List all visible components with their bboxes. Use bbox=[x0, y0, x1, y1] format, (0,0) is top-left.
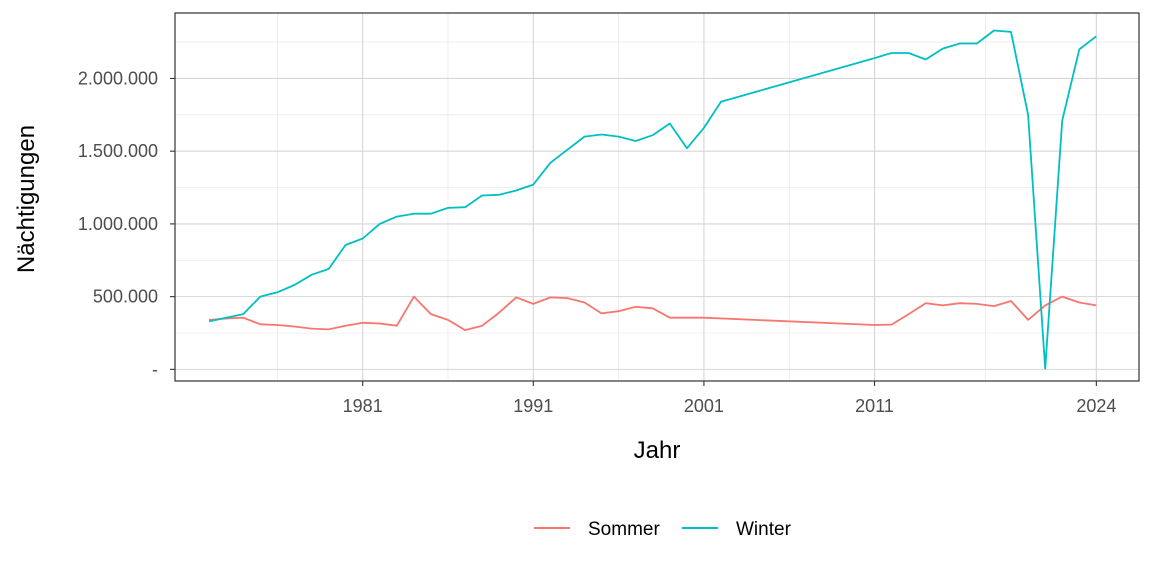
x-axis-title: Jahr bbox=[634, 437, 681, 464]
x-tick-label: 2001 bbox=[684, 396, 724, 416]
y-tick-label: 1.500.000 bbox=[78, 141, 158, 161]
x-tick-label: 2024 bbox=[1076, 396, 1116, 416]
legend: Sommer Winter bbox=[534, 519, 792, 540]
y-axis-title: Nächtigungen bbox=[13, 125, 40, 273]
y-tick-label: 500.000 bbox=[93, 287, 158, 307]
x-tick-label: 1991 bbox=[513, 396, 553, 416]
x-tick-label: 2011 bbox=[855, 396, 894, 416]
legend-label-sommer: Sommer bbox=[588, 519, 660, 540]
plot-panel bbox=[175, 13, 1139, 381]
legend-label-winter: Winter bbox=[736, 519, 792, 540]
x-axis-ticks: 1981 1991 2001 2011 2024 bbox=[343, 381, 1116, 416]
plot-border bbox=[174, 12, 1140, 382]
y-axis-ticks: - 500.000 1.000.000 1.500.000 2.000.000 bbox=[78, 68, 175, 379]
y-tick-label: - bbox=[152, 359, 158, 379]
series-line-sommer bbox=[209, 295, 1097, 331]
major-gridlines bbox=[175, 13, 1139, 381]
y-tick-label: 1.000.000 bbox=[78, 214, 158, 234]
series-line-winter bbox=[208, 29, 1097, 370]
series-lines bbox=[208, 29, 1097, 370]
x-tick-label: 1981 bbox=[343, 396, 383, 416]
y-tick-label: 2.000.000 bbox=[78, 68, 158, 88]
